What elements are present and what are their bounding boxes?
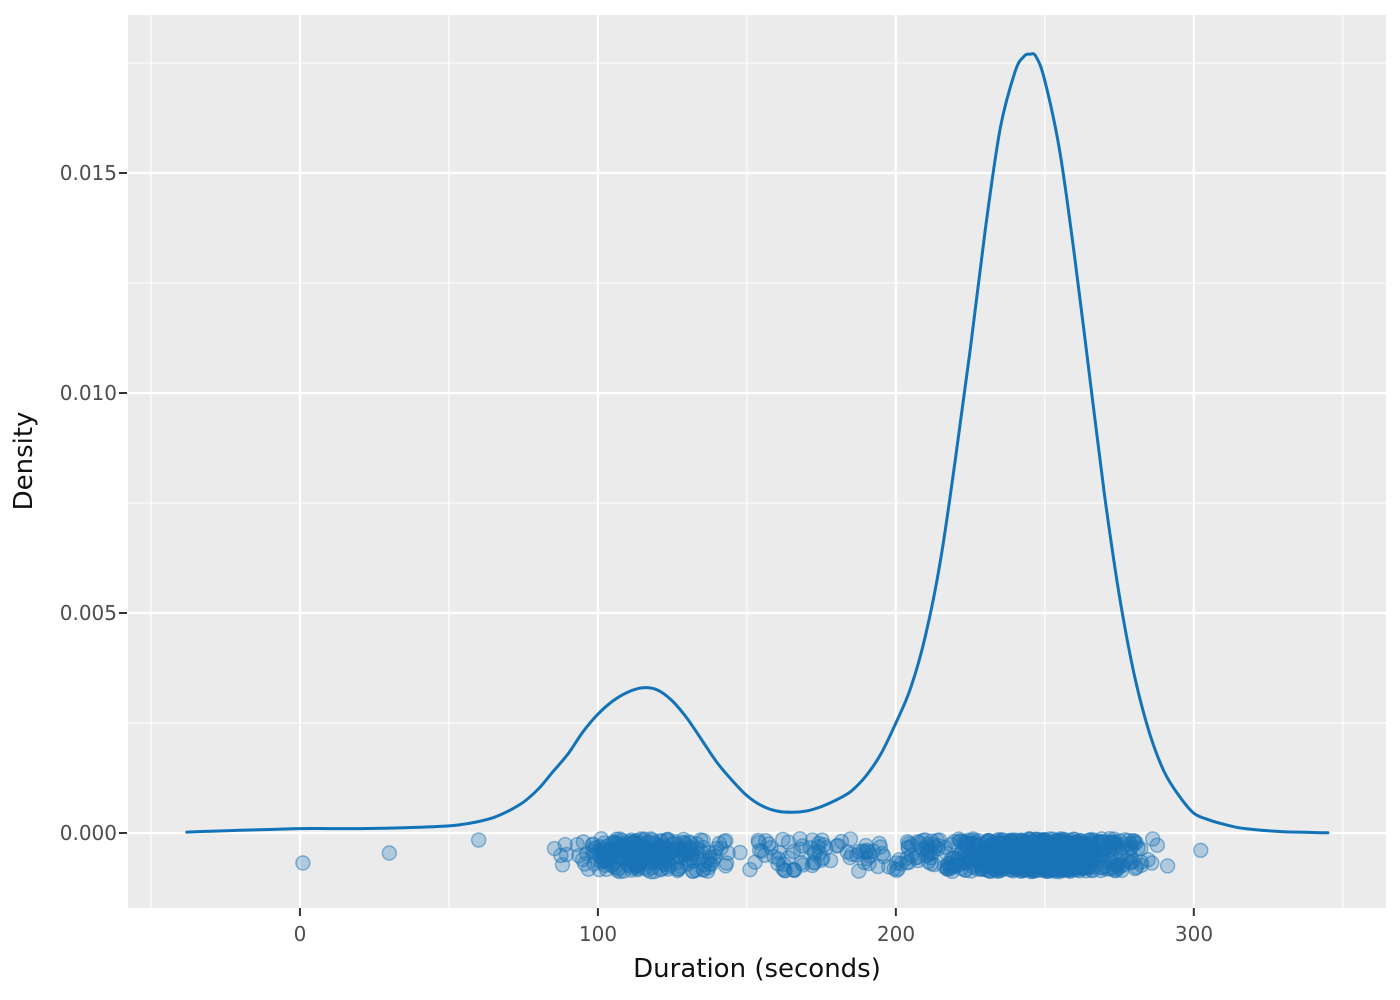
y-axis-title: Density xyxy=(9,412,39,511)
x-tick-label-200: 200 xyxy=(877,922,915,946)
y-tick-label-0000: 0.000 xyxy=(60,821,117,845)
axis-tick-marks xyxy=(119,171,1195,916)
y-tick-label-0005: 0.005 xyxy=(60,601,117,625)
minor-gridlines xyxy=(128,15,1386,908)
density-curve xyxy=(185,52,1330,835)
x-axis-title: Duration (seconds) xyxy=(633,954,881,984)
jittered-data-points xyxy=(295,831,1209,880)
x-tick-label-100: 100 xyxy=(579,922,617,946)
x-tick-label-0: 0 xyxy=(294,922,307,946)
y-tick-label-0010: 0.010 xyxy=(60,381,117,405)
y-tick-label-0015: 0.015 xyxy=(60,161,117,185)
x-tick-label-300: 300 xyxy=(1175,922,1213,946)
plot-panel-background xyxy=(128,15,1386,908)
